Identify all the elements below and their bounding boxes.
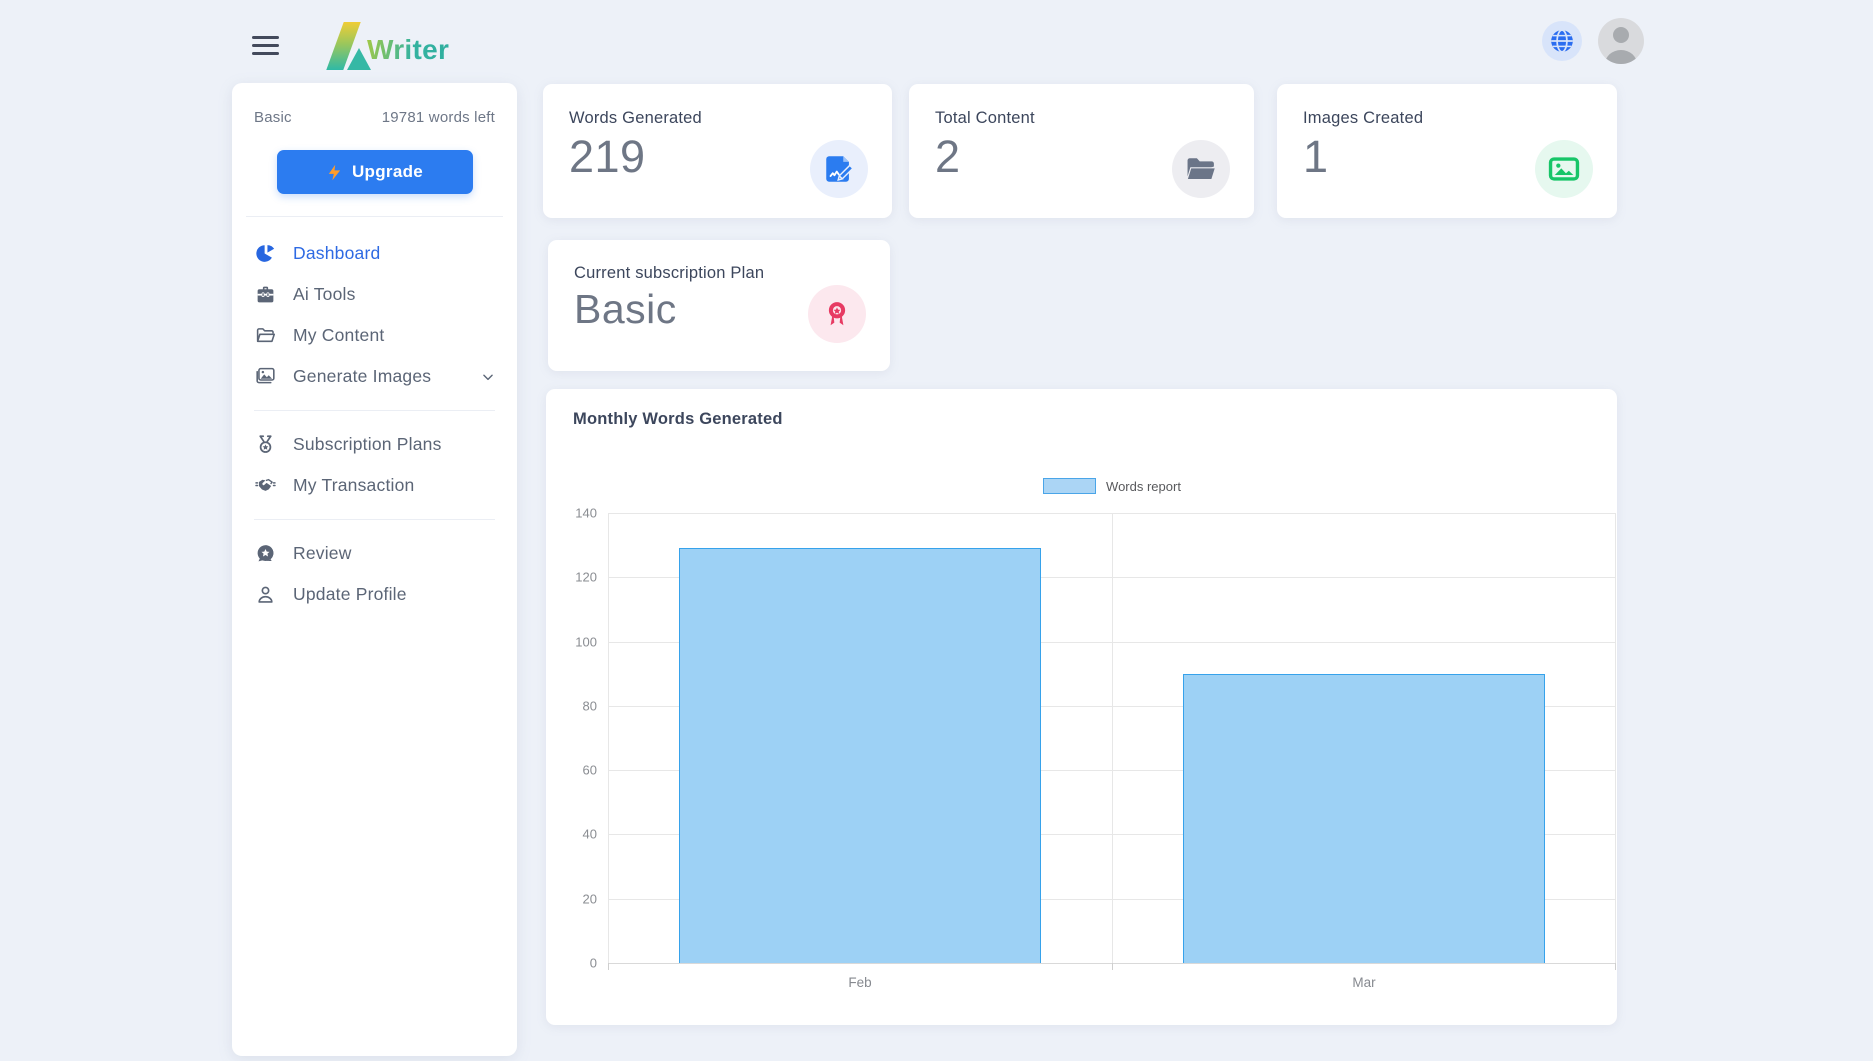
sidebar-item-label: My Transaction — [293, 475, 415, 495]
subscription-value: Basic — [574, 286, 677, 332]
sidebar-item-ai-tools[interactable]: Ai Tools — [254, 274, 495, 315]
y-axis-tick-label: 80 — [582, 698, 597, 714]
globe-icon — [1551, 29, 1573, 53]
stat-value: 2 — [935, 131, 961, 182]
toolbox-icon — [254, 284, 276, 306]
sidebar: Basic 19781 words left Upgrade Dashboard — [232, 83, 517, 1056]
subscription-plan-card: Current subscription Plan Basic — [548, 240, 890, 371]
lightning-bolt-icon — [328, 164, 341, 180]
divider — [254, 519, 495, 520]
divider — [246, 216, 503, 217]
sidebar-item-generate-images[interactable]: Generate Images — [254, 356, 495, 397]
stat-label: Images Created — [1303, 109, 1424, 127]
sidebar-item-label: Subscription Plans — [293, 434, 442, 454]
person-silhouette-icon — [1605, 27, 1637, 64]
user-avatar[interactable] — [1598, 18, 1644, 64]
sidebar-item-label: Update Profile — [293, 584, 407, 604]
legend-swatch — [1043, 478, 1097, 494]
sidebar-item-my-transaction[interactable]: My Transaction — [254, 465, 495, 506]
words-left-label: 19781 words left — [381, 109, 495, 126]
y-axis-tick-label: 20 — [582, 891, 597, 907]
medal-icon — [254, 434, 276, 456]
gridline-vertical — [1112, 513, 1113, 963]
x-axis-tick — [608, 963, 609, 970]
stat-value: 219 — [569, 131, 646, 182]
sidebar-item-review[interactable]: Review — [254, 533, 495, 574]
y-axis-tick-label: 120 — [575, 569, 597, 585]
folder-open-icon — [1172, 140, 1230, 198]
words-generated-card: Words Generated 219 — [543, 84, 892, 218]
language-button[interactable] — [1542, 21, 1582, 61]
legend-label: Words report — [1106, 478, 1181, 494]
sidebar-item-my-content[interactable]: My Content — [254, 315, 495, 356]
images-created-card: Images Created 1 — [1277, 84, 1617, 218]
y-axis-tick-label: 100 — [575, 634, 597, 650]
sidebar-item-update-profile[interactable]: Update Profile — [254, 574, 495, 615]
upgrade-button[interactable]: Upgrade — [276, 150, 473, 194]
document-edit-icon — [810, 140, 868, 198]
brand-name: Writer — [367, 34, 450, 65]
bar-mar[interactable] — [1182, 673, 1546, 963]
divider — [254, 410, 495, 411]
stat-label: Total Content — [935, 109, 1035, 127]
chart-legend[interactable]: Words report — [608, 478, 1616, 494]
folder-icon — [254, 325, 276, 347]
plot-area: 0 20 40 60 80 100 120 140 Feb Mar — [575, 506, 1616, 990]
current-plan-label: Basic — [254, 109, 292, 126]
award-ribbon-icon — [808, 285, 866, 343]
x-axis-tick — [1615, 963, 1616, 970]
y-axis-tick-label: 40 — [582, 826, 597, 842]
stat-label: Words Generated — [569, 109, 702, 127]
x-axis-tick — [1112, 963, 1113, 970]
sidebar-item-label: Review — [293, 543, 352, 563]
x-axis-category-label: Feb — [848, 975, 872, 990]
sidebar-item-label: My Content — [293, 325, 385, 345]
chevron-down-icon[interactable] — [481, 370, 495, 384]
sidebar-item-dashboard[interactable]: Dashboard — [254, 233, 495, 274]
image-icon — [254, 366, 276, 388]
handshake-icon — [254, 475, 276, 497]
total-content-card: Total Content 2 — [909, 84, 1254, 218]
sidebar-item-label: Generate Images — [293, 366, 432, 386]
gridline-vertical — [1615, 513, 1616, 963]
y-axis-tick-label: 60 — [582, 762, 597, 778]
monthly-words-chart-card: Monthly Words Generated Words report 0 20… — [546, 389, 1617, 1025]
x-axis-category-label: Mar — [1352, 975, 1376, 990]
y-axis-tick-label: 0 — [589, 955, 597, 971]
gridline-vertical — [608, 513, 609, 963]
sidebar-item-label: Ai Tools — [293, 284, 356, 304]
stat-value: 1 — [1303, 131, 1329, 182]
app-logo[interactable]: Writer — [323, 18, 449, 70]
review-star-icon — [254, 543, 276, 565]
image-frame-icon — [1535, 140, 1593, 198]
subscription-label: Current subscription Plan — [574, 264, 765, 282]
bar-feb[interactable] — [678, 548, 1042, 963]
y-axis-tick-label: 140 — [575, 505, 597, 521]
chart-title: Monthly Words Generated — [573, 410, 783, 428]
sidebar-item-label: Dashboard — [293, 243, 381, 263]
logo-mark-icon — [323, 20, 371, 70]
pie-chart-icon — [254, 243, 276, 265]
upgrade-button-label: Upgrade — [351, 162, 424, 181]
user-icon — [254, 584, 276, 606]
sidebar-item-subscription-plans[interactable]: Subscription Plans — [254, 424, 495, 465]
hamburger-menu-icon[interactable] — [252, 36, 279, 55]
